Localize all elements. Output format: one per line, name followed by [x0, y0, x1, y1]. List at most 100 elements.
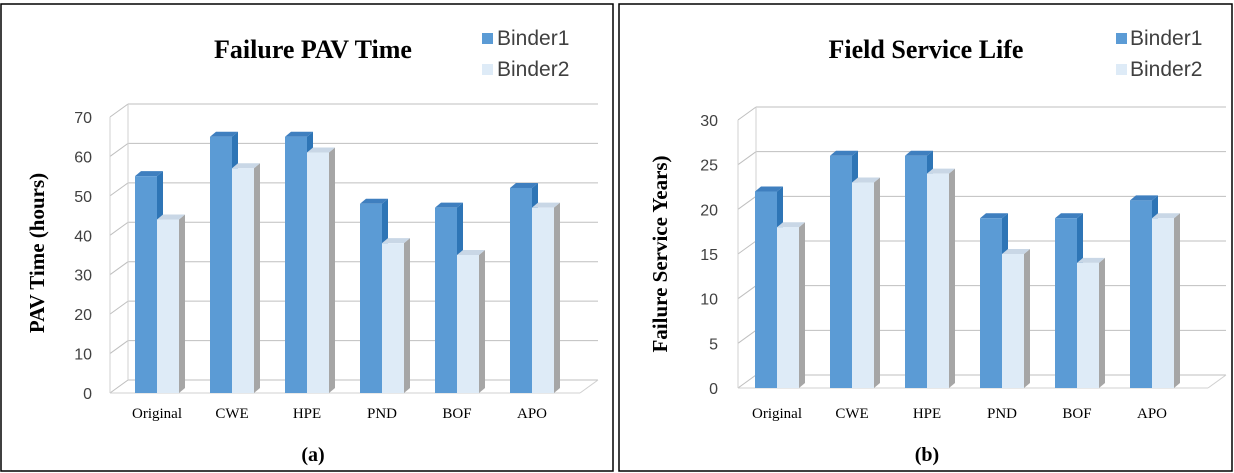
y-tick-label: 0 [709, 381, 718, 398]
bar-front [755, 191, 777, 388]
gridline-diagonal [109, 103, 129, 118]
legend-label-binder1: Binder1 [1130, 27, 1202, 50]
panel-a-caption: (a) [301, 444, 324, 466]
bar-side [799, 222, 805, 388]
bar-top [232, 163, 260, 169]
bar-front [830, 155, 852, 388]
bar-top [285, 131, 313, 137]
y-tick-label: 50 [74, 189, 92, 206]
x-tick-label: CWE [835, 406, 868, 422]
floor-edge [1207, 374, 1227, 389]
y-tick-label: 10 [700, 292, 718, 309]
bar-top [532, 202, 560, 208]
bar-front [210, 136, 232, 393]
x-tick-label: Original [752, 406, 802, 422]
bar-front [307, 152, 329, 393]
bar-binder2-original [777, 222, 805, 388]
legend-label-binder2: Binder2 [497, 58, 569, 81]
gridline-diagonal [737, 285, 757, 300]
x-tick-label: HPE [913, 406, 941, 422]
x-tick-label: PND [987, 406, 1017, 422]
gridline-diagonal [737, 374, 757, 389]
bar-side [874, 177, 880, 388]
bar-top [852, 177, 880, 183]
bar-binder2-pnd [1002, 249, 1030, 388]
bar-front [285, 136, 307, 393]
bar-front [1077, 262, 1099, 388]
bar-front [905, 155, 927, 388]
panel-a-title: Failure PAV Time [214, 35, 412, 64]
panel-a-y-axis-label: PAV Time (hours) [25, 173, 49, 333]
bar-top [157, 214, 185, 220]
floor-edge [579, 379, 599, 394]
legend-swatch-binder2 [482, 64, 493, 75]
bar-front [360, 203, 382, 393]
bar-side [479, 250, 485, 393]
bar-binder2-cwe [852, 177, 880, 388]
panel-b-title: Field Service Life [829, 35, 1024, 64]
bar-binder2-bof [1077, 257, 1105, 388]
bar-binder2-bof [457, 250, 485, 393]
bar-top [382, 238, 410, 244]
bar-front [1055, 218, 1077, 388]
bar-front [532, 207, 554, 393]
y-tick-label: 0 [83, 386, 92, 403]
panel-a: 0 10 20 30 40 50 60 70 Original CWE HPE PND BOF APO F… [0, 3, 614, 472]
bar-front [927, 173, 949, 388]
bar-front [1130, 200, 1152, 388]
bar-side [404, 238, 410, 393]
y-tick-label: 70 [74, 110, 92, 127]
bar-side [329, 147, 335, 393]
bar-top [510, 182, 538, 188]
bar-front [777, 227, 799, 388]
bar-binder2-apo [1152, 213, 1180, 388]
bar-side [179, 214, 185, 393]
bar-front [510, 187, 532, 393]
panel-b: 0 5 10 15 20 25 30 Original CWE HPE PND BOF APO Fiel… [618, 3, 1233, 472]
bar-binder2-hpe [307, 147, 335, 393]
panel-b-legend: Binder1 Binder2 [1116, 27, 1202, 81]
bar-top [980, 213, 1008, 219]
x-tick-label: Original [132, 406, 182, 422]
bar-binder2-pnd [382, 238, 410, 393]
bar-top [755, 186, 783, 192]
gridline-diagonal [109, 379, 129, 394]
panel-a-plot: 0 10 20 30 40 50 60 70 Original CWE HPE PND BOF APO [74, 103, 599, 422]
x-tick-label: APO [517, 406, 547, 422]
bar-side [1099, 257, 1105, 388]
panel-b-y-axis-label: Failure Service Years) [648, 155, 672, 352]
gridline-diagonal [737, 106, 757, 121]
bar-binder2-hpe [927, 168, 955, 388]
legend-swatch-binder2 [1116, 64, 1127, 75]
legend-swatch-binder1 [1116, 33, 1127, 44]
x-tick-label: BOF [1062, 406, 1091, 422]
panel-b-border [618, 3, 1233, 472]
gridline-diagonal [737, 329, 757, 344]
bar-binder2-apo [532, 202, 560, 393]
panel-b-caption: (b) [915, 444, 939, 466]
bar-side [949, 168, 955, 388]
y-tick-label: 15 [700, 247, 718, 264]
x-tick-label: BOF [442, 406, 471, 422]
x-tick-label: PND [367, 406, 397, 422]
y-tick-label: 30 [700, 113, 718, 130]
bar-top [210, 131, 238, 137]
bar-front [135, 176, 157, 393]
legend-label-binder2: Binder2 [1130, 58, 1202, 81]
gridline-diagonal [737, 240, 757, 255]
bar-front [852, 182, 874, 388]
bar-side [554, 202, 560, 393]
x-tick-label: APO [1137, 406, 1167, 422]
bar-top [1152, 213, 1180, 219]
panel-a-legend: Binder1 Binder2 [482, 27, 569, 81]
gridline-diagonal [109, 261, 129, 276]
y-tick-label: 40 [74, 228, 92, 245]
bar-front [1152, 218, 1174, 388]
bar-top [135, 171, 163, 177]
legend-label-binder1: Binder1 [497, 27, 569, 50]
bar-top [1002, 249, 1030, 254]
gridline-diagonal [109, 300, 129, 315]
bar-front [382, 243, 404, 393]
bar-top [457, 250, 485, 255]
